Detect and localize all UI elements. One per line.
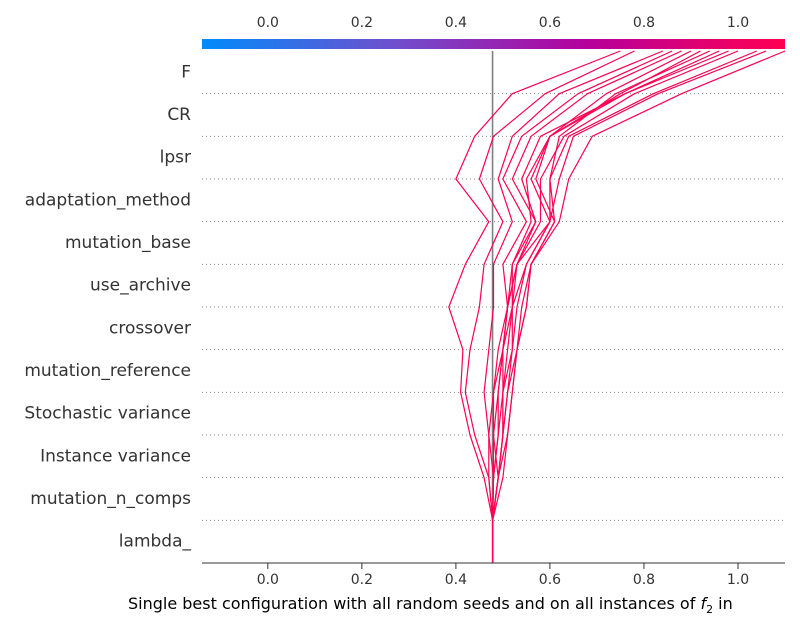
- feature-label: CR: [167, 105, 191, 125]
- bottom-tick-label: 0.2: [351, 572, 373, 588]
- x-axis-label-prefix: Single best configuration with all rando…: [128, 594, 700, 613]
- feature-label: adaptation_method: [25, 190, 191, 210]
- feature-label: lpsr: [160, 148, 191, 168]
- feature-label: F: [181, 62, 191, 82]
- decision-line: [483, 50, 664, 563]
- feature-label: Instance variance: [40, 446, 191, 466]
- feature-label: mutation_base: [65, 233, 191, 253]
- decision-line: [448, 50, 621, 563]
- top-tick-label: 0.6: [539, 15, 561, 31]
- feature-label: Stochastic variance: [24, 404, 191, 424]
- feature-label: crossover: [109, 318, 191, 338]
- bottom-tick-label: 0.8: [633, 572, 655, 588]
- feature-label: use_archive: [90, 276, 191, 296]
- top-tick-label: 0.0: [257, 15, 279, 31]
- x-axis-label-suffix: in: [713, 594, 733, 613]
- bottom-axis-ticks: 0.0 0.2 0.4 0.6 0.8 1.0: [257, 563, 749, 588]
- x-axis-label: Single best configuration with all rando…: [128, 594, 733, 616]
- feature-label: lambda_: [119, 532, 192, 552]
- decision-line: [492, 50, 711, 563]
- top-axis-ticks: 0.0 0.2 0.4 0.6 0.8 1.0: [257, 15, 749, 31]
- decision-line: [492, 50, 739, 563]
- top-tick-label: 0.8: [633, 15, 655, 31]
- top-tick-label: 0.4: [445, 15, 467, 31]
- decision-line: [492, 50, 701, 563]
- bottom-tick-label: 0.0: [257, 572, 279, 588]
- bottom-tick-label: 1.0: [727, 572, 749, 588]
- x-axis-label-subscript: 2: [706, 603, 713, 616]
- top-tick-label: 0.2: [351, 15, 373, 31]
- decision-lines: [448, 50, 786, 563]
- decision-line: [492, 50, 673, 563]
- top-tick-label: 1.0: [727, 15, 749, 31]
- decision-line: [464, 50, 635, 563]
- x-axis-label-math: f: [700, 594, 708, 613]
- feature-label: mutation_reference: [24, 361, 191, 381]
- bottom-tick-label: 0.6: [539, 572, 561, 588]
- feature-label: mutation_n_comps: [30, 489, 191, 509]
- feature-labels: F CR lpsr adaptation_method mutation_baseuse…: [24, 62, 191, 551]
- colorbar: [202, 39, 785, 49]
- bottom-tick-label: 0.4: [445, 572, 467, 588]
